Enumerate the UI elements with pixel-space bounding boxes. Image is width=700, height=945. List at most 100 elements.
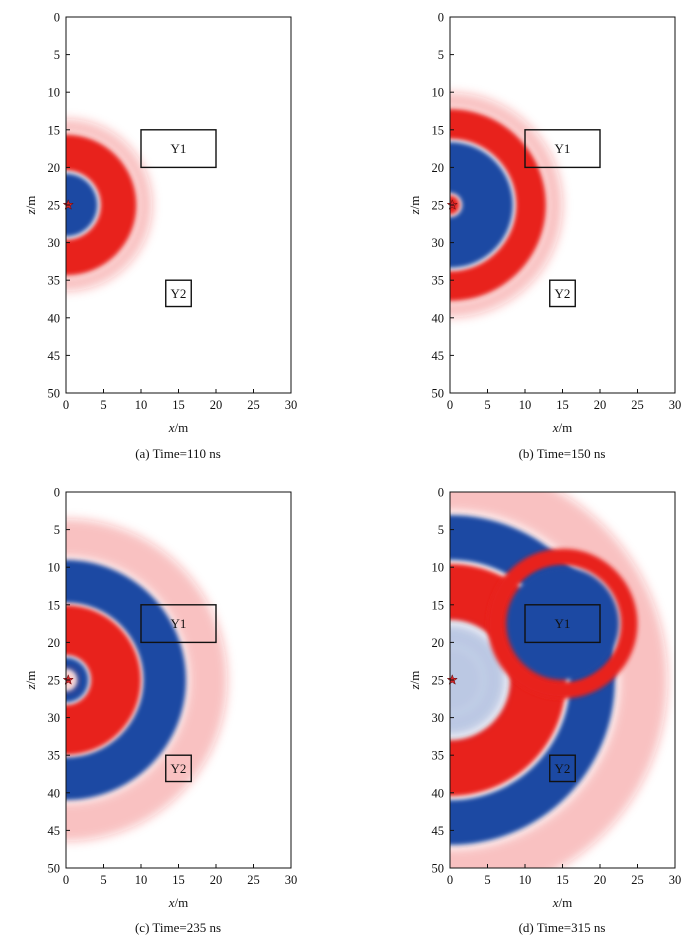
x-axis-label: x/m <box>552 895 573 910</box>
y-tick-label: 20 <box>432 161 445 175</box>
x-tick-label: 20 <box>594 873 607 887</box>
wavefront-positive <box>66 605 141 755</box>
y-tick-label: 35 <box>48 749 61 763</box>
target-label-y2: Y2 <box>555 761 571 776</box>
y-tick-label: 0 <box>54 11 60 25</box>
x-tick-label: 25 <box>247 873 260 887</box>
target-box-y2 <box>549 754 576 783</box>
panel-c: (c) Time=235 ns Y1 Y2 0 5 10 15 20 25 30 0 5 10 15 20… <box>23 486 298 936</box>
x-tick-label: 15 <box>556 873 569 887</box>
x-tick-label: 5 <box>100 873 106 887</box>
panel-a: (a) Time=110 ns Y1 Y2 0 5 10 15 20 25 30 0 5 10 15 20… <box>23 11 298 462</box>
x-tick-label: 30 <box>285 873 298 887</box>
y-axis-label: z/m <box>407 671 422 691</box>
y-tick-label: 5 <box>54 48 60 62</box>
y-tick-label: 20 <box>48 636 61 650</box>
y-tick-label: 25 <box>432 674 445 688</box>
wavefront-weak-positive <box>450 92 563 318</box>
y-tick-label: 15 <box>432 123 445 137</box>
x-tick-label: 25 <box>631 398 644 412</box>
wavefront-weak-positive <box>66 668 78 692</box>
panel-caption: (c) Time=235 ns <box>135 920 221 935</box>
wavefield <box>450 492 675 868</box>
x-tick-label: 30 <box>669 873 682 887</box>
y-tick-label: 0 <box>438 11 444 25</box>
x-tick-label: 10 <box>519 873 532 887</box>
y-tick-label: 30 <box>48 236 61 250</box>
y-tick-label: 0 <box>54 486 60 500</box>
x-tick-label: 5 <box>484 873 490 887</box>
y-tick-label: 40 <box>432 311 445 325</box>
y-tick-label: 50 <box>432 862 445 876</box>
panel-caption: (d) Time=315 ns <box>519 920 606 935</box>
y-tick-label: 50 <box>48 862 61 876</box>
wavefront-weak-negative <box>450 623 507 737</box>
plot-background <box>66 17 291 393</box>
target-label-y2: Y2 <box>171 286 187 301</box>
y-tick-label: 20 <box>48 161 61 175</box>
y-tick-label: 45 <box>48 824 61 838</box>
wavefront-weak-positive <box>66 518 228 842</box>
wavefront-negative <box>66 560 186 800</box>
x-tick-label: 30 <box>285 398 298 412</box>
y-tick-label: 50 <box>48 387 61 401</box>
wavefield <box>66 492 291 868</box>
target-box-y1 <box>524 129 601 169</box>
scattered-wave-negative <box>506 567 619 680</box>
x-tick-label: 20 <box>210 398 223 412</box>
y-tick-label: 10 <box>48 561 61 575</box>
x-tick-label: 0 <box>63 873 69 887</box>
panel-caption: (a) Time=110 ns <box>135 446 221 461</box>
wavefield <box>66 17 291 393</box>
x-tick-label: 25 <box>631 873 644 887</box>
wavefront-weak-negative <box>450 646 484 714</box>
y-tick-label: 15 <box>48 123 61 137</box>
wavefront-positive <box>450 109 546 301</box>
y-tick-label: 45 <box>48 349 61 363</box>
panel-b: (b) Time=150 ns Y1 Y2 0 5 10 15 20 25 30 0 5 10 15 20… <box>407 11 682 462</box>
y-tick-label: 10 <box>432 561 445 575</box>
y-tick-label: 40 <box>432 786 445 800</box>
y-tick-label: 0 <box>438 486 444 500</box>
y-tick-label: 40 <box>48 786 61 800</box>
y-tick-label: 35 <box>48 274 61 288</box>
x-tick-label: 10 <box>135 398 148 412</box>
x-tick-label: 10 <box>519 398 532 412</box>
x-tick-label: 20 <box>210 873 223 887</box>
y-axis-label: z/m <box>23 196 38 216</box>
wavefield <box>450 17 675 393</box>
y-tick-label: 15 <box>48 598 61 612</box>
y-tick-label: 20 <box>432 636 445 650</box>
x-tick-label: 10 <box>135 873 148 887</box>
target-box-y2 <box>165 754 192 783</box>
y-tick-label: 25 <box>48 674 61 688</box>
y-tick-label: 35 <box>432 274 445 288</box>
x-tick-label: 30 <box>669 398 682 412</box>
wavefront-weak-positive <box>66 118 153 292</box>
target-label-y2: Y2 <box>555 286 571 301</box>
y-tick-label: 30 <box>432 236 445 250</box>
x-tick-label: 15 <box>556 398 569 412</box>
y-tick-label: 45 <box>432 349 445 363</box>
wavefront-negative <box>450 142 513 268</box>
y-axis-label: z/m <box>23 671 38 691</box>
target-box-y1 <box>140 129 217 169</box>
y-tick-label: 50 <box>432 387 445 401</box>
target-label-y1: Y1 <box>555 141 571 156</box>
wavefront-positive <box>66 134 137 276</box>
x-tick-label: 20 <box>594 398 607 412</box>
y-tick-label: 10 <box>432 86 445 100</box>
y-axis-label: z/m <box>407 196 422 216</box>
target-label-y1: Y1 <box>555 616 571 631</box>
y-tick-label: 30 <box>432 711 445 725</box>
y-tick-label: 5 <box>438 523 444 537</box>
target-label-y1: Y1 <box>171 141 187 156</box>
y-tick-label: 5 <box>438 48 444 62</box>
target-box-y1 <box>140 604 217 644</box>
x-tick-label: 15 <box>172 398 185 412</box>
y-tick-label: 15 <box>432 598 445 612</box>
x-tick-label: 0 <box>447 398 453 412</box>
y-tick-label: 5 <box>54 523 60 537</box>
x-tick-label: 0 <box>447 873 453 887</box>
y-tick-label: 25 <box>48 199 61 213</box>
